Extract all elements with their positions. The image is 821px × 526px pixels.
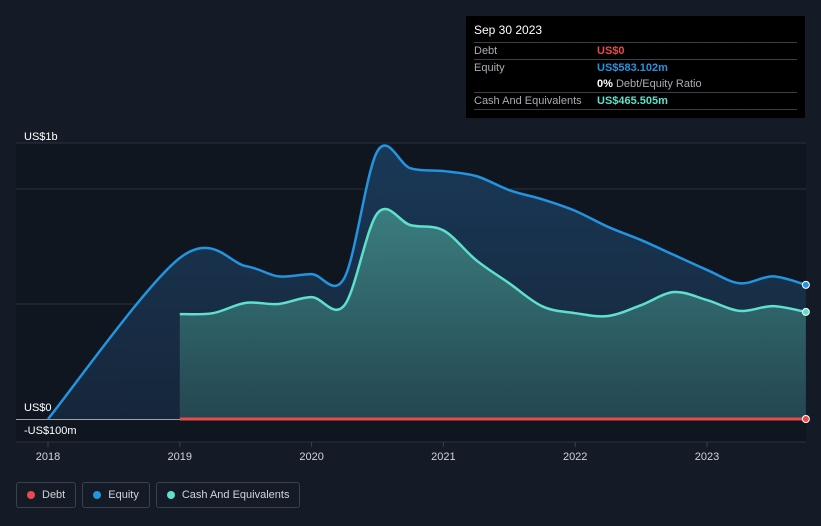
tooltip-row-ratio: 0% Debt/Equity Ratio bbox=[474, 76, 797, 92]
tooltip-label: Equity bbox=[474, 62, 505, 74]
debt-dot-icon bbox=[27, 491, 35, 499]
legend: Debt Equity Cash And Equivalents bbox=[16, 482, 301, 508]
legend-label: Equity bbox=[108, 489, 139, 501]
tooltip-value: US$583.102m bbox=[597, 62, 668, 74]
cash-and-equivalents-line bbox=[179, 207, 807, 318]
tooltip-label: Cash And Equivalents bbox=[474, 95, 582, 107]
x-tick-label: 2021 bbox=[431, 451, 456, 463]
equity-end-point bbox=[801, 280, 810, 289]
tooltip-row-equity: Equity US$583.102m bbox=[474, 59, 797, 76]
tooltip-value: US$0 bbox=[597, 45, 625, 57]
x-tick-label: 2020 bbox=[299, 451, 324, 463]
cash-and-equivalents-end-point bbox=[801, 307, 810, 316]
y-tick-label: US$0 bbox=[24, 402, 52, 414]
equity-dot-icon bbox=[93, 491, 102, 499]
legend-cash[interactable]: Cash And Equivalents bbox=[155, 482, 301, 508]
y-tick-label: US$1b bbox=[24, 131, 58, 143]
tooltip-ratio-label: Debt/Equity Ratio bbox=[615, 78, 702, 90]
y-tick-label: -US$100m bbox=[24, 425, 77, 437]
legend-label: Debt bbox=[42, 489, 66, 501]
tooltip-row-debt: Debt US$0 bbox=[474, 42, 797, 59]
legend-label: Cash And Equivalents bbox=[181, 489, 290, 501]
legend-debt[interactable]: Debt bbox=[16, 482, 77, 508]
tooltip-value: US$465.505m bbox=[597, 95, 668, 107]
equity-line bbox=[47, 144, 807, 420]
cash-dot-icon bbox=[166, 491, 175, 499]
debt-end-point bbox=[801, 415, 810, 423]
tooltip-value: 0% bbox=[597, 78, 613, 90]
tooltip-date: Sep 30 2023 bbox=[474, 23, 543, 37]
x-tick-label: 2019 bbox=[167, 451, 193, 463]
x-tick-label: 2018 bbox=[35, 451, 61, 463]
x-tick-label: 2023 bbox=[694, 451, 720, 463]
tooltip: Sep 30 2023 Debt US$0 Equity US$583.102m… bbox=[466, 16, 805, 118]
cash-and-equivalents-area bbox=[179, 208, 806, 419]
legend-equity[interactable]: Equity bbox=[82, 482, 150, 508]
tooltip-label: Debt bbox=[474, 45, 498, 57]
x-tick-label: 2022 bbox=[562, 451, 588, 463]
tooltip-row-cash: Cash And Equivalents US$465.505m bbox=[474, 92, 797, 110]
